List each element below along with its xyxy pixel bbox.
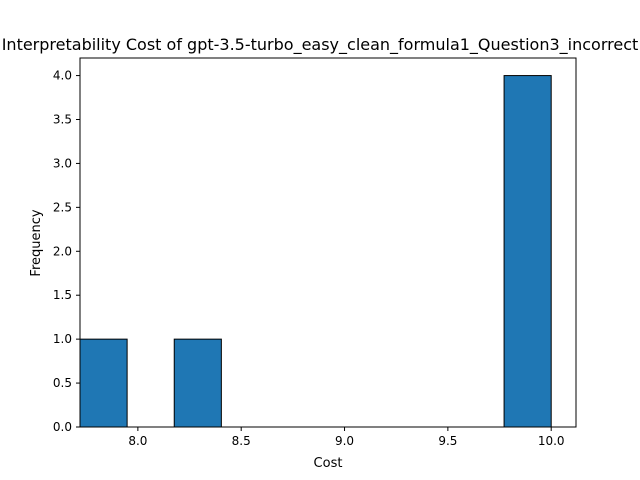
x-axis-label: Cost (314, 456, 343, 471)
x-tick-label: 8.0 (128, 434, 147, 448)
histogram-bar (503, 75, 552, 428)
chart-title: Interpretability Cost of gpt-3.5-turbo_e… (2, 35, 639, 55)
y-tick-label: 3.5 (53, 113, 72, 127)
plot-frame (79, 57, 577, 428)
bars-group (79, 75, 552, 428)
x-tick-label: 9.5 (438, 434, 457, 448)
histogram-bar (173, 338, 222, 428)
y-tick-label: 3.0 (53, 156, 72, 170)
y-axis-ticks: 0.0 0.5 1.0 1.5 2.0 2.5 3.0 3.5 4.0 (53, 69, 80, 434)
y-tick-label: 0.5 (53, 376, 72, 390)
y-axis-label: Frequency (29, 209, 44, 276)
x-tick-label: 8.5 (232, 434, 251, 448)
y-tick-label: 1.0 (53, 332, 72, 346)
y-tick-label: 2.5 (53, 200, 72, 214)
x-tick-label: 9.0 (335, 434, 354, 448)
x-axis-ticks: 8.0 8.5 9.0 9.5 10.0 (128, 427, 565, 448)
y-tick-label: 2.0 (53, 244, 72, 258)
y-tick-label: 1.5 (53, 288, 72, 302)
y-tick-label: 0.0 (53, 420, 72, 434)
x-tick-label: 10.0 (538, 434, 565, 448)
y-tick-label: 4.0 (53, 69, 72, 83)
histogram-bar (79, 338, 128, 428)
